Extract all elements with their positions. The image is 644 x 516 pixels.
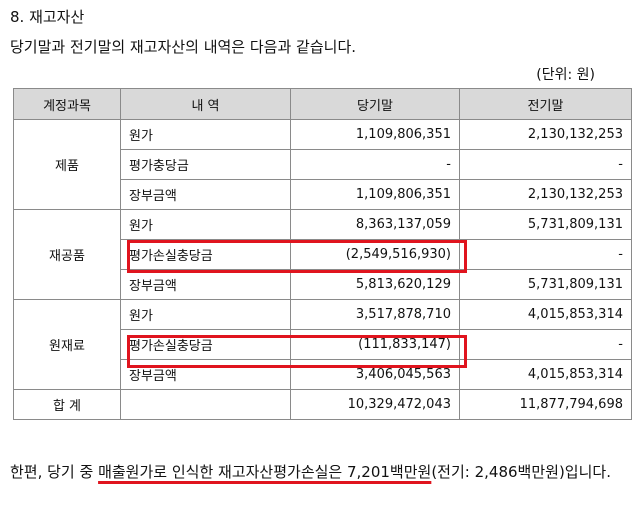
item-cell: 평가손실충당금 <box>120 239 291 270</box>
section-heading: 8. 재고자산 <box>10 8 85 26</box>
item-cell: 장부금액 <box>120 269 291 300</box>
table-row: 재공품 원가 8,363,137,059 5,731,809,131 <box>13 209 632 300</box>
prior-cell: 4,015,853,314 <box>459 299 632 330</box>
current-cell: 5,813,620,129 <box>290 269 460 300</box>
item-cell: 평가충당금 <box>120 149 291 180</box>
current-cell: 8,363,137,059 <box>290 209 460 240</box>
header-account: 계정과목 <box>13 88 121 120</box>
table-row: 평가충당금 - - <box>14 149 632 180</box>
total-item-cell <box>120 389 291 420</box>
category-cell: 재공품 <box>13 209 121 300</box>
prior-cell: - <box>459 149 632 180</box>
total-current-cell: 10,329,472,043 <box>290 389 460 420</box>
total-row: 합 계 10,329,472,043 11,877,794,698 <box>13 389 632 420</box>
prior-cell: - <box>459 329 632 360</box>
footnote-underlined: 매출원가로 인식한 재고자산평가손실은 7,201백만원 <box>98 463 432 481</box>
header-current: 당기말 <box>290 88 460 120</box>
current-cell: (111,833,147) <box>290 329 460 360</box>
prior-cell: - <box>459 239 632 270</box>
header-detail: 내 역 <box>120 88 291 120</box>
current-cell: 3,517,878,710 <box>290 299 460 330</box>
prior-cell: 2,130,132,253 <box>459 119 632 150</box>
current-cell: 1,109,806,351 <box>290 179 460 210</box>
current-cell: (2,549,516,930) <box>290 239 460 270</box>
category-cell: 제품 <box>13 119 121 210</box>
current-cell: 3,406,045,563 <box>290 359 460 390</box>
table-row: 평가손실충당금 (111,833,147) - <box>14 329 632 360</box>
prior-cell: 4,015,853,314 <box>459 359 632 390</box>
footnote-text: 한편, 당기 중 매출원가로 인식한 재고자산평가손실은 7,201백만원(전기… <box>10 460 630 485</box>
table-row: 장부금액 3,406,045,563 4,015,853,314 <box>14 359 632 390</box>
table-row: 장부금액 1,109,806,351 2,130,132,253 <box>14 179 632 210</box>
item-cell: 장부금액 <box>120 359 291 390</box>
category-cell: 원재료 <box>13 299 121 390</box>
intro-text: 당기말과 전기말의 재고자산의 내역은 다음과 같습니다. <box>10 38 357 56</box>
current-cell: 1,109,806,351 <box>290 119 460 150</box>
table-row: 제품 원가 1,109,806,351 2,130,132,253 <box>13 119 632 210</box>
current-cell: - <box>290 149 460 180</box>
table-row: 평가손실충당금 (2,549,516,930) - <box>14 239 632 270</box>
prior-cell: 5,731,809,131 <box>459 269 632 300</box>
table-row: 원재료 원가 3,517,878,710 4,015,853,314 <box>13 299 632 390</box>
total-label: 합 계 <box>13 389 121 420</box>
inventory-table: 계정과목 내 역 당기말 전기말 제품 원가 1,109,806,351 2,1… <box>13 88 632 420</box>
table-row: 장부금액 5,813,620,129 5,731,809,131 <box>14 269 632 300</box>
total-prior-cell: 11,877,794,698 <box>459 389 632 420</box>
item-cell: 원가 <box>120 209 291 240</box>
prior-cell: 5,731,809,131 <box>459 209 632 240</box>
table-header-row: 계정과목 내 역 당기말 전기말 <box>13 88 632 120</box>
item-cell: 원가 <box>120 299 291 330</box>
footnote-prefix: 한편, 당기 중 <box>10 463 99 481</box>
footnote-suffix: (전기: 2,486백만원)입니다. <box>431 463 611 481</box>
unit-label: (단위: 원) <box>536 67 595 83</box>
item-cell: 원가 <box>120 119 291 150</box>
header-prior: 전기말 <box>459 88 632 120</box>
prior-cell: 2,130,132,253 <box>459 179 632 210</box>
item-cell: 장부금액 <box>120 179 291 210</box>
item-cell: 평가손실충당금 <box>120 329 291 360</box>
